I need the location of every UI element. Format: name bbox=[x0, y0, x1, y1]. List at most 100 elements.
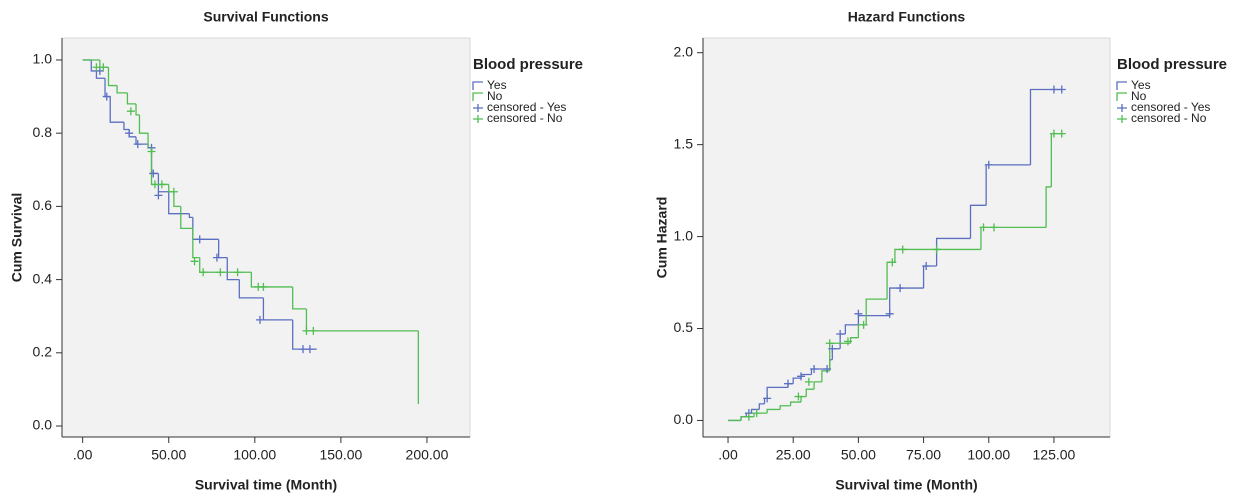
censor-mark bbox=[932, 245, 941, 254]
censor-mark bbox=[859, 320, 868, 329]
censor-mark bbox=[157, 180, 166, 189]
step-segment bbox=[135, 103, 140, 116]
chart-title: Survival Functions bbox=[203, 9, 328, 25]
step-segment bbox=[138, 114, 149, 134]
y-tick-label: 0.6 bbox=[33, 197, 53, 213]
step-segment bbox=[109, 96, 124, 123]
censor-mark bbox=[888, 258, 897, 267]
legend-label: Yes bbox=[487, 78, 507, 92]
y-tick-label: 0.2 bbox=[33, 344, 53, 360]
censor-mark bbox=[810, 364, 819, 373]
x-tick-label: .00 bbox=[718, 447, 738, 463]
y-tick-label: 2.0 bbox=[674, 43, 694, 59]
step-segment bbox=[180, 206, 193, 229]
censor-mark bbox=[126, 107, 135, 116]
censor-mark bbox=[1049, 129, 1058, 138]
censor-mark bbox=[95, 66, 104, 75]
censor-mark bbox=[797, 372, 806, 381]
censor-mark bbox=[125, 129, 134, 138]
x-axis-label: Survival time (Month) bbox=[835, 477, 977, 493]
step-segment bbox=[107, 67, 118, 87]
x-tick-label: 125.00 bbox=[1033, 447, 1076, 463]
censor-mark bbox=[259, 282, 268, 291]
legend-swatch bbox=[1117, 115, 1127, 123]
censor-mark bbox=[147, 147, 156, 156]
step-segment bbox=[779, 405, 791, 410]
censor-mark bbox=[783, 379, 792, 388]
censor-mark bbox=[836, 330, 845, 339]
step-segment bbox=[805, 388, 815, 397]
step-segment bbox=[766, 408, 781, 414]
step-segment bbox=[95, 70, 106, 79]
legend-swatch bbox=[1116, 81, 1127, 90]
censor-mark bbox=[195, 235, 204, 244]
censor-mark bbox=[922, 262, 931, 270]
legend-label: Yes bbox=[1131, 78, 1151, 92]
y-axis-label: Cum Survival bbox=[9, 193, 25, 282]
y-tick-label: 1.0 bbox=[674, 227, 694, 243]
y-tick-label: 0.5 bbox=[674, 319, 694, 335]
censor-mark bbox=[898, 245, 907, 254]
y-tick-label: 0.0 bbox=[33, 417, 53, 433]
censor-mark bbox=[752, 409, 761, 418]
y-tick-label: 1.0 bbox=[33, 51, 53, 67]
censor-mark bbox=[302, 326, 311, 335]
step-segment bbox=[173, 191, 181, 208]
step-segment bbox=[226, 257, 240, 281]
legend-swatch bbox=[473, 104, 483, 112]
censor-mark bbox=[233, 268, 242, 277]
censor-mark bbox=[169, 187, 178, 196]
step-segment bbox=[192, 228, 200, 259]
censor-mark bbox=[199, 268, 208, 277]
censor-mark bbox=[979, 223, 988, 232]
censor-mark bbox=[843, 337, 852, 346]
censor-mark bbox=[984, 160, 993, 169]
x-tick-label: 150.00 bbox=[319, 447, 362, 463]
step-segment bbox=[116, 85, 128, 94]
step-segment bbox=[889, 287, 924, 316]
x-tick-label: 50.00 bbox=[841, 447, 876, 463]
step-segment bbox=[292, 286, 307, 310]
x-tick-label: 100.00 bbox=[233, 447, 276, 463]
step-segment bbox=[969, 204, 987, 239]
step-segment bbox=[894, 248, 981, 263]
censor-mark bbox=[1057, 85, 1066, 94]
legend-title: Blood pressure bbox=[1117, 56, 1227, 73]
legend-label: censored - No bbox=[487, 111, 563, 125]
x-tick-label: .00 bbox=[73, 447, 93, 463]
step-segment bbox=[813, 381, 822, 390]
censor-mark bbox=[150, 180, 159, 189]
step-segment bbox=[1045, 186, 1052, 228]
x-tick-label: 25.00 bbox=[776, 447, 811, 463]
step-segment bbox=[126, 92, 137, 105]
legend-label: No bbox=[1131, 89, 1147, 103]
censor-mark bbox=[309, 326, 318, 335]
censor-mark bbox=[154, 191, 163, 200]
censor-mark bbox=[854, 309, 863, 318]
legend-label: censored - Yes bbox=[1131, 100, 1210, 114]
censor-mark bbox=[804, 377, 813, 386]
censor-mark bbox=[299, 345, 308, 354]
censor-mark bbox=[828, 344, 837, 353]
step-segment bbox=[789, 401, 802, 406]
x-tick-label: 100.00 bbox=[967, 447, 1010, 463]
censor-mark bbox=[255, 315, 264, 324]
censor-mark bbox=[896, 284, 905, 293]
legend-label: censored - No bbox=[1131, 111, 1207, 125]
censor-mark bbox=[744, 412, 753, 421]
censor-mark bbox=[102, 92, 111, 101]
step-segment bbox=[250, 272, 293, 288]
chart-title: Hazard Functions bbox=[848, 9, 966, 25]
step-segment bbox=[792, 377, 802, 384]
legend-swatch bbox=[1116, 92, 1127, 101]
y-tick-label: 0.4 bbox=[33, 270, 53, 286]
censor-mark bbox=[989, 223, 998, 232]
legend-swatch bbox=[1117, 104, 1127, 112]
censor-mark bbox=[1049, 85, 1058, 94]
censor-mark bbox=[823, 364, 832, 373]
plot-area bbox=[702, 37, 1111, 438]
x-tick-label: 200.00 bbox=[406, 447, 449, 463]
legend-swatch bbox=[473, 115, 483, 123]
legend-title: Blood pressure bbox=[473, 56, 583, 73]
